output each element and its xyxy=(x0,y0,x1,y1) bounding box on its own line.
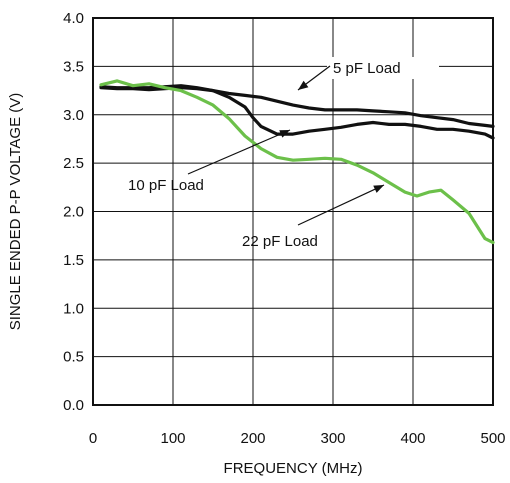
annotation-label: 5 pF Load xyxy=(333,60,401,77)
grid xyxy=(93,18,493,405)
annotation-label: 10 pF Load xyxy=(128,177,204,194)
y-tick-label: 0.5 xyxy=(63,349,84,366)
x-axis-title: FREQUENCY (MHz) xyxy=(224,460,363,477)
y-tick-label: 2.0 xyxy=(63,204,84,221)
y-tick-label: 3.0 xyxy=(63,107,84,124)
y-tick-label: 0.0 xyxy=(63,397,84,414)
series-group xyxy=(99,79,495,245)
x-tick-label: 400 xyxy=(400,430,425,447)
x-tick-label: 100 xyxy=(160,430,185,447)
annotation-leader-line xyxy=(297,184,385,226)
x-tick-label: 300 xyxy=(320,430,345,447)
y-tick-label: 4.0 xyxy=(63,10,84,27)
plot-frame xyxy=(92,17,494,406)
series-line-3 xyxy=(99,79,495,245)
x-tick-label: 0 xyxy=(89,430,97,447)
x-tick-label: 200 xyxy=(240,430,265,447)
y-axis-ticks: 0.0 0.5 1.0 1.5 2.0 2.5 3.0 3.5 4.0 xyxy=(63,10,84,414)
annotation-arrowhead xyxy=(373,185,384,193)
x-axis-ticks: 0 100 200 300 400 500 xyxy=(89,430,506,447)
annotation-label: 22 pF Load xyxy=(242,233,318,250)
series-line-2 xyxy=(99,84,495,140)
x-tick-label: 500 xyxy=(480,430,505,447)
series-line-1 xyxy=(99,86,495,129)
annotations: 5 pF Load 10 pF Load 22 pF Load xyxy=(128,57,439,250)
annotation-arrowhead xyxy=(298,80,309,90)
annotation-background xyxy=(327,57,439,79)
y-tick-label: 1.5 xyxy=(63,252,84,269)
annotation-arrowhead xyxy=(279,130,290,138)
y-tick-label: 1.0 xyxy=(63,300,84,317)
y-axis-title: SINGLE ENDED P-P VOLTAGE (V) xyxy=(7,93,24,331)
y-tick-label: 3.5 xyxy=(63,58,84,75)
y-tick-label: 2.5 xyxy=(63,155,84,172)
annotation-leader-line xyxy=(187,129,291,175)
